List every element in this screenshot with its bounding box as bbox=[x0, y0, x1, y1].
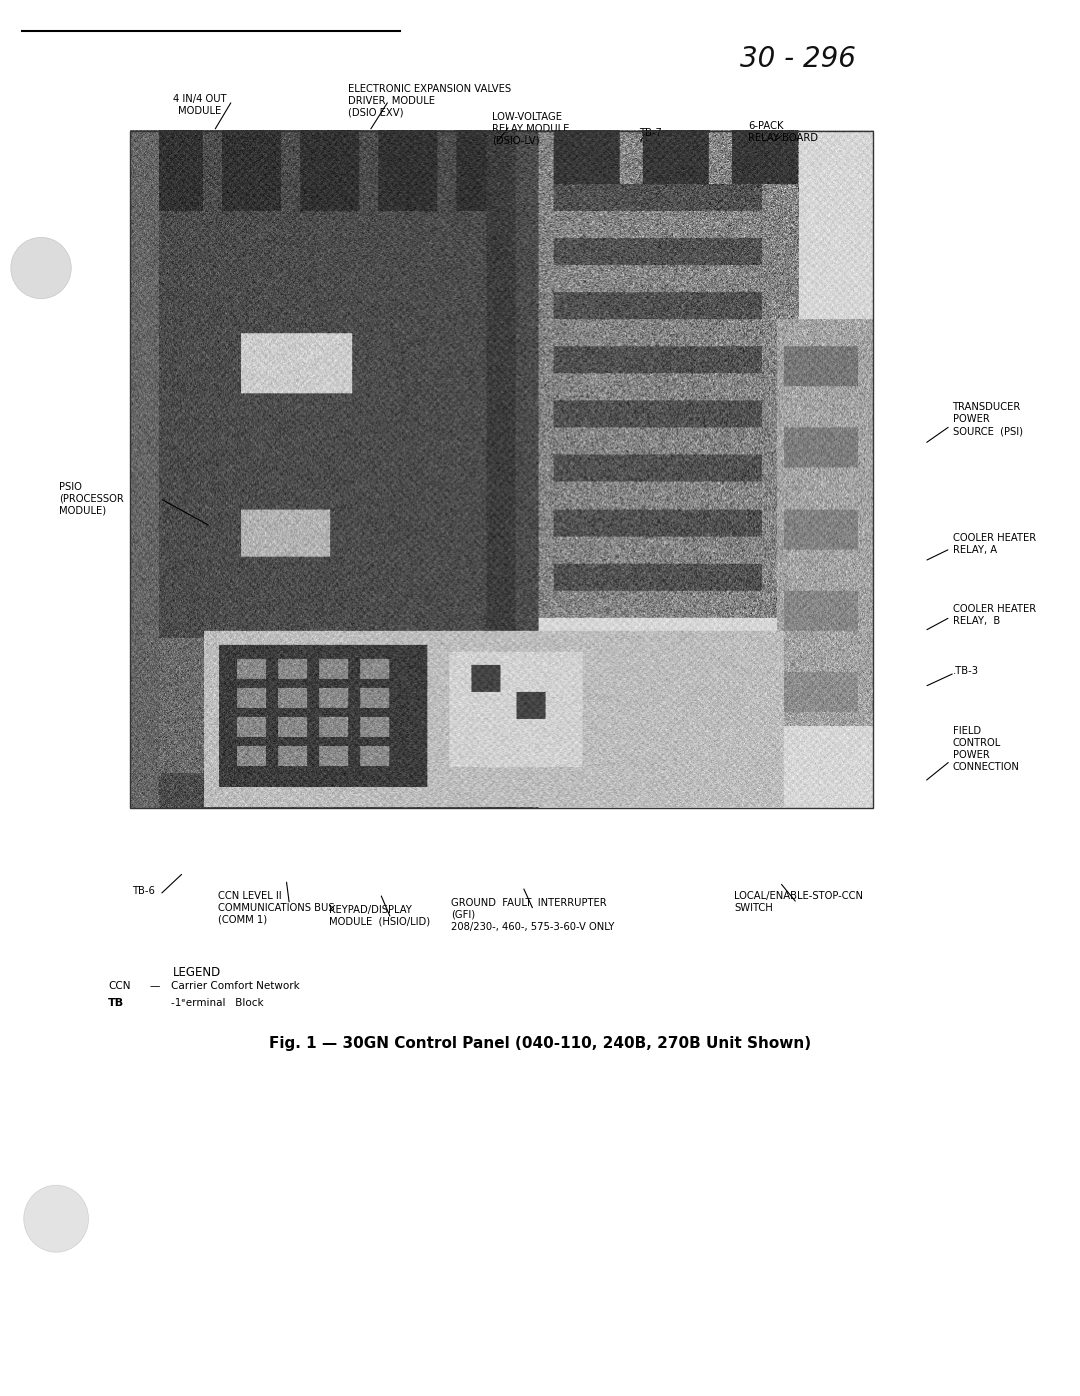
Text: PSIO
(PROCESSOR
MODULE): PSIO (PROCESSOR MODULE) bbox=[59, 482, 124, 515]
Text: CCN LEVEL II
COMMUNICATIONS BUS
(COMM 1): CCN LEVEL II COMMUNICATIONS BUS (COMM 1) bbox=[218, 891, 335, 924]
Text: TB-7: TB-7 bbox=[639, 128, 662, 138]
Text: 4 IN/4 OUT
MODULE: 4 IN/4 OUT MODULE bbox=[173, 94, 227, 116]
Text: GROUND  FAULT  INTERRUPTER
(GFI)
208/230-, 460-, 575-3-60-V ONLY: GROUND FAULT INTERRUPTER (GFI) 208/230-,… bbox=[451, 898, 615, 931]
Text: ELECTRONIC EXPANSION VALVES
DRIVER  MODULE
(DSIO EXV): ELECTRONIC EXPANSION VALVES DRIVER MODUL… bbox=[348, 84, 511, 117]
Text: —: — bbox=[149, 981, 160, 991]
Text: .TB-3: .TB-3 bbox=[953, 666, 978, 676]
Text: TRANSDUCER
POWER
SOURCE  (PSI): TRANSDUCER POWER SOURCE (PSI) bbox=[953, 402, 1023, 436]
Text: 30 - 296: 30 - 296 bbox=[740, 45, 855, 73]
Ellipse shape bbox=[11, 237, 71, 299]
Text: LOCAL/ENABLE-STOP-CCN
SWITCH: LOCAL/ENABLE-STOP-CCN SWITCH bbox=[734, 891, 863, 913]
Text: Fig. 1 — 30GN Control Panel (040-110, 240B, 270B Unit Shown): Fig. 1 — 30GN Control Panel (040-110, 24… bbox=[269, 1036, 811, 1051]
Ellipse shape bbox=[24, 1185, 89, 1252]
Text: Carrier Comfort Network: Carrier Comfort Network bbox=[171, 981, 299, 991]
Text: FIELD
CONTROL
POWER
CONNECTION: FIELD CONTROL POWER CONNECTION bbox=[953, 726, 1020, 772]
Text: COOLER HEATER
RELAY,  B: COOLER HEATER RELAY, B bbox=[953, 604, 1036, 627]
Text: -1ᵉerminal   Block: -1ᵉerminal Block bbox=[171, 998, 264, 1008]
Bar bbox=[130, 131, 873, 808]
Text: KEYPAD/DISPLAY
MODULE  (HSIO/LID): KEYPAD/DISPLAY MODULE (HSIO/LID) bbox=[329, 905, 431, 927]
Text: TB-6: TB-6 bbox=[132, 886, 154, 896]
Text: COOLER HEATER
RELAY, A: COOLER HEATER RELAY, A bbox=[953, 533, 1036, 556]
Text: LOW-VOLTAGE
RELAY MODULE
(DSIO-LV): LOW-VOLTAGE RELAY MODULE (DSIO-LV) bbox=[492, 112, 570, 145]
Text: CCN: CCN bbox=[108, 981, 131, 991]
Text: 6-PACK
RELAY BOARD: 6-PACK RELAY BOARD bbox=[748, 121, 819, 144]
Text: TB: TB bbox=[108, 998, 124, 1008]
Text: LEGEND: LEGEND bbox=[173, 966, 221, 979]
